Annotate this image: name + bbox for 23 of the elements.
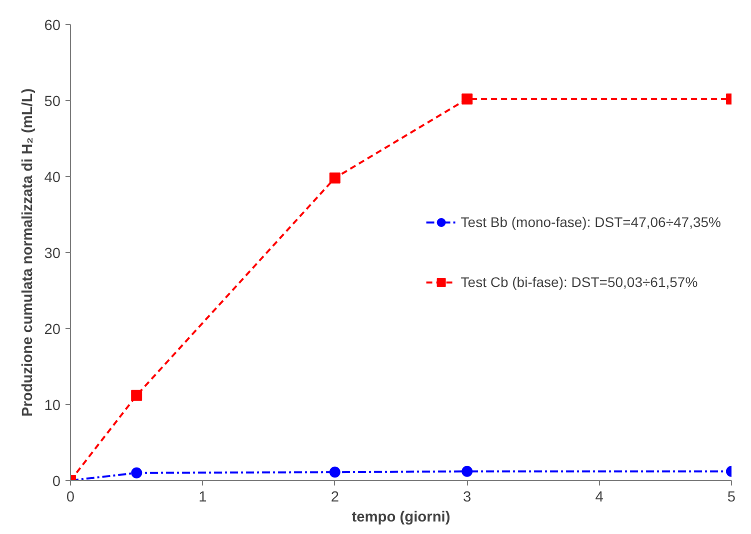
y-tick-label: 40 xyxy=(44,170,61,186)
y-tick-label: 20 xyxy=(44,322,61,338)
y-tick-label: 10 xyxy=(44,398,61,414)
legend-label: Test Cb (bi-fase): DST=50,03÷61,57% xyxy=(460,274,698,290)
x-tick-label: 5 xyxy=(727,490,736,506)
point xyxy=(131,467,142,478)
x-axis-title: tempo (giorni) xyxy=(352,510,450,526)
x-tick-label: 3 xyxy=(463,490,472,506)
point xyxy=(462,93,473,104)
y-tick-label: 0 xyxy=(52,474,61,490)
y-tick-label: 30 xyxy=(44,246,61,262)
y-tick-label: 60 xyxy=(44,18,61,34)
legend-label: Test Bb (mono-fase): DST=47,06÷47,35% xyxy=(460,214,721,230)
x-tick-label: 1 xyxy=(198,490,207,506)
y-tick-label: 50 xyxy=(44,94,61,110)
y-axis-title: Produzione cumulata normalizzata di H₂ (mL/L) xyxy=(20,88,36,417)
point xyxy=(329,172,340,184)
x-tick-label: 0 xyxy=(66,490,75,506)
x-tick-label: 4 xyxy=(595,490,604,506)
point xyxy=(329,466,340,478)
point xyxy=(131,390,142,401)
x-tick-label: 2 xyxy=(330,490,339,506)
point xyxy=(462,466,473,477)
